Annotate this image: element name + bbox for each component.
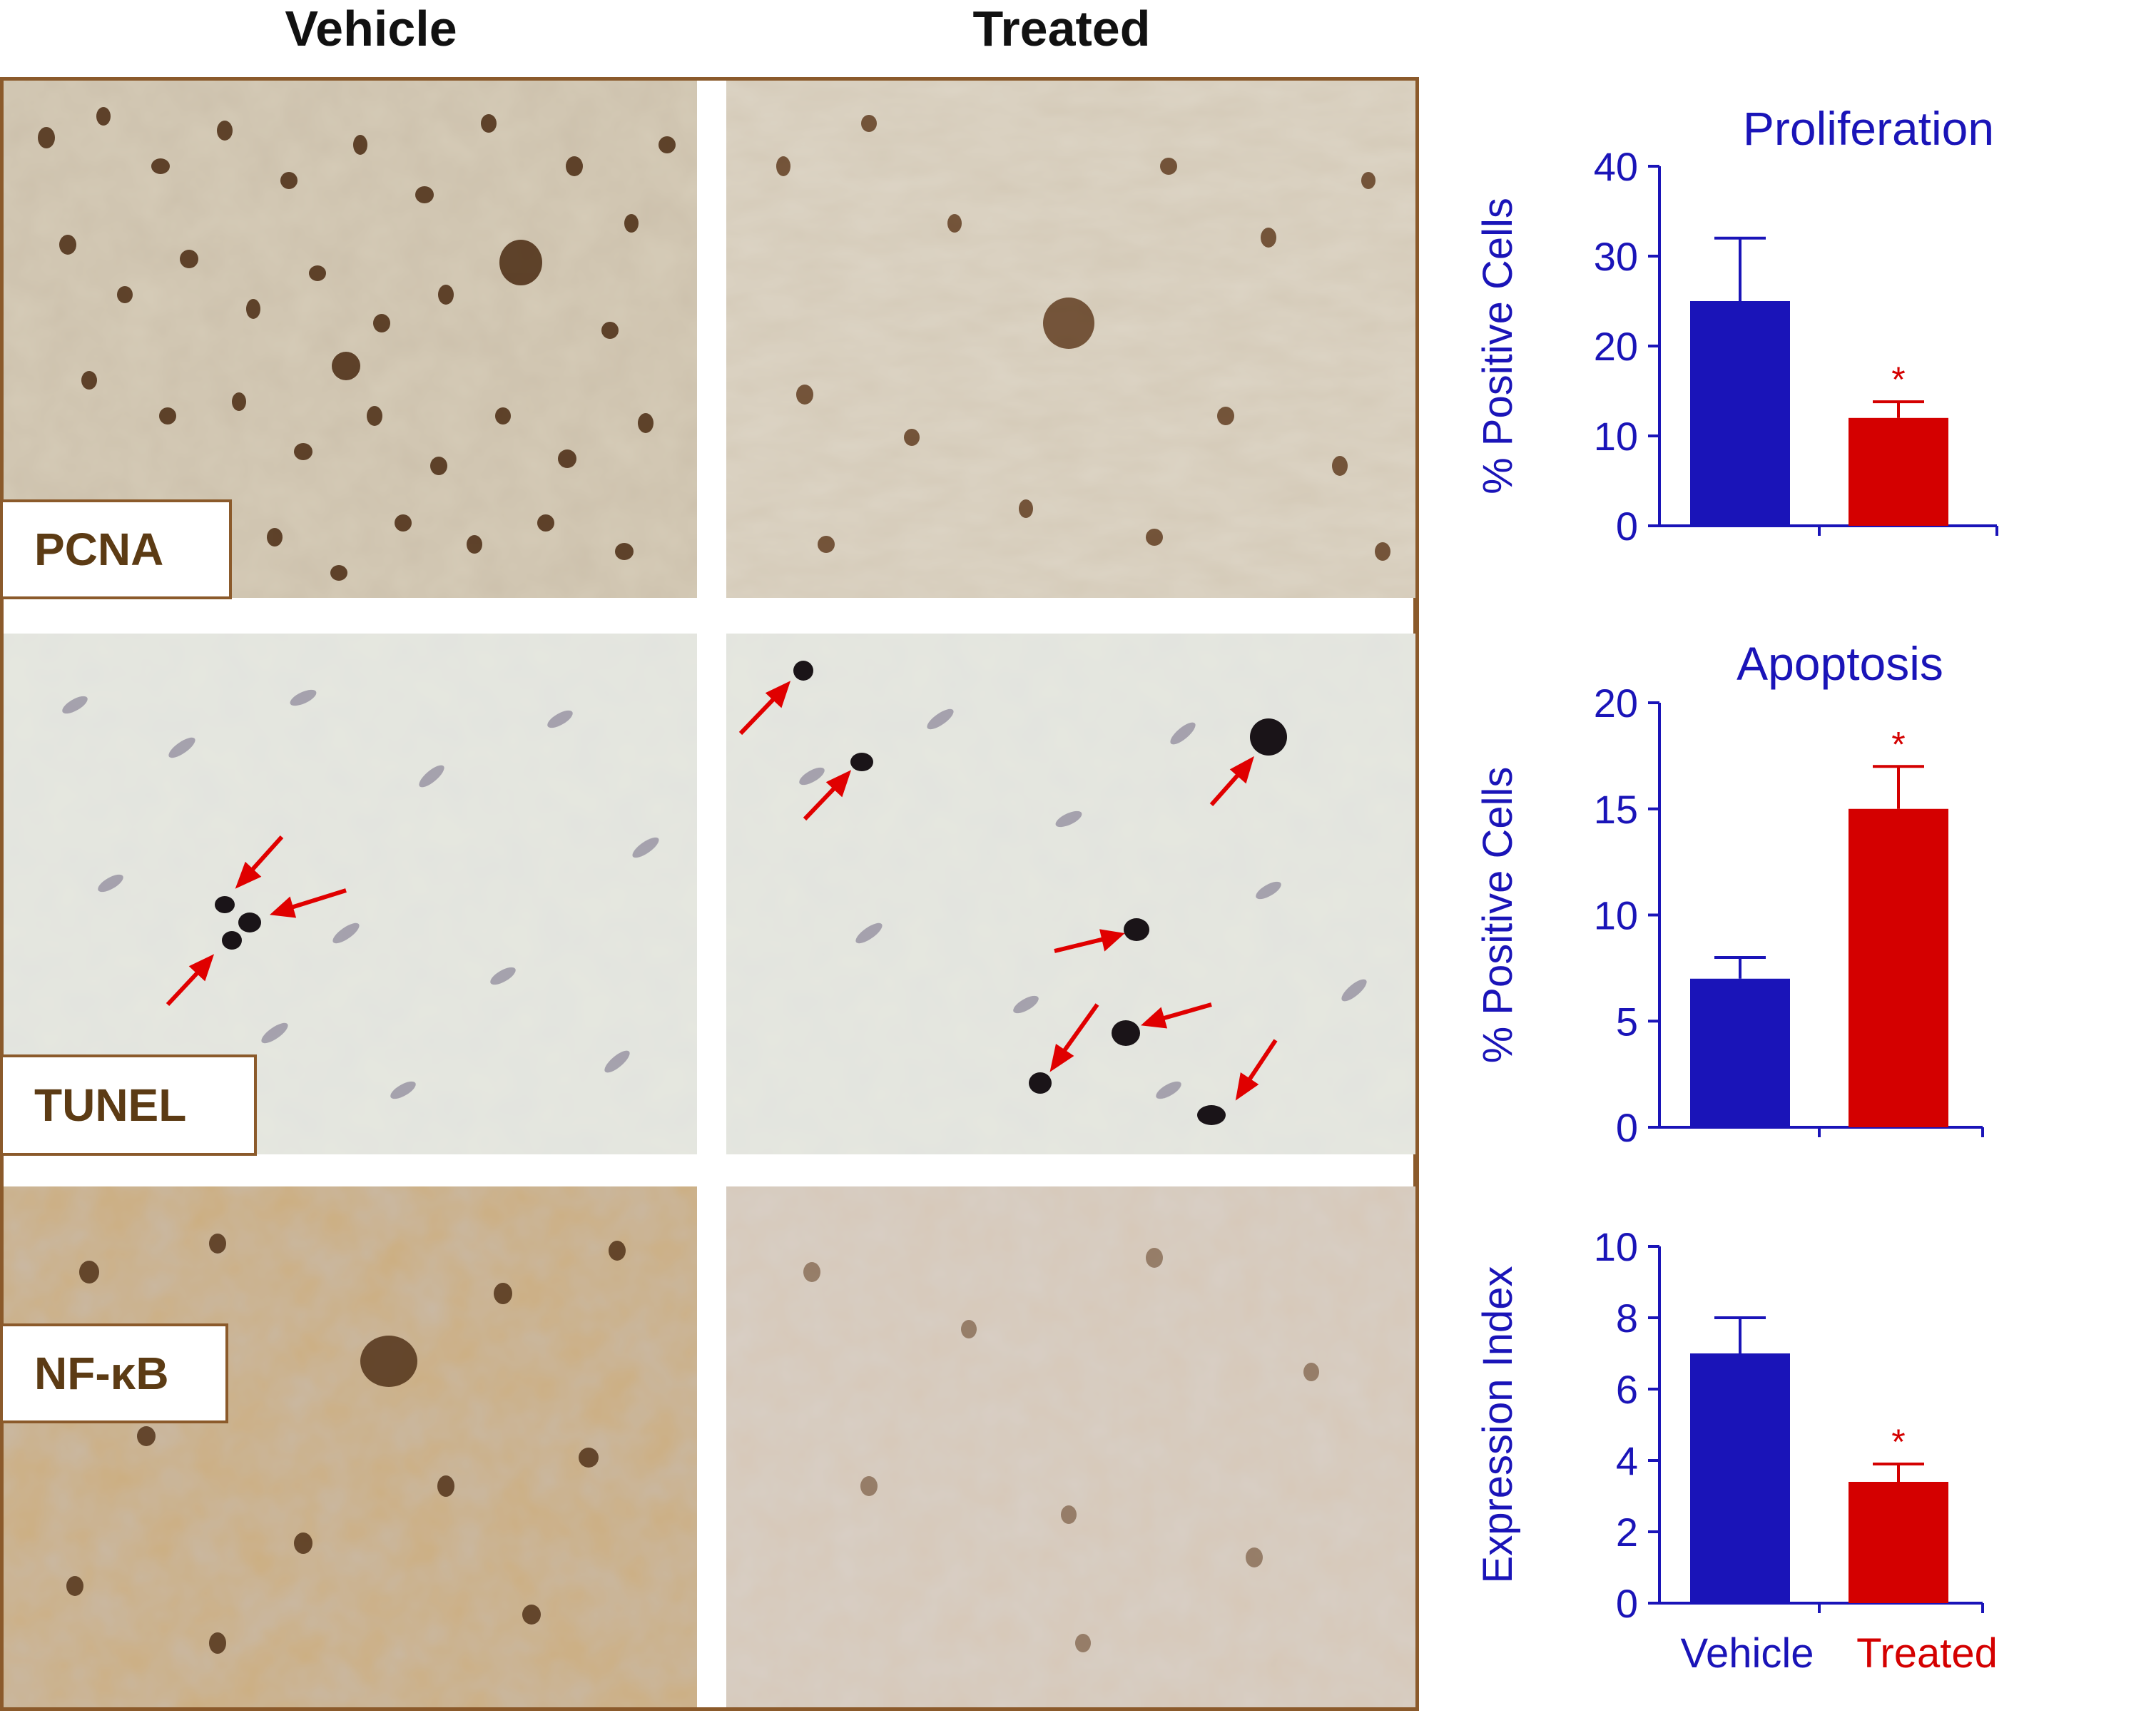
chart-1-significance-marker: * (1891, 360, 1905, 400)
chart-2-y-tick-label: 10 (1594, 893, 1638, 938)
tunel-vehicle-nuclei (62, 689, 659, 1099)
chart-3-y-tick-label: 6 (1616, 1367, 1638, 1412)
chart-2-y-tick-label: 15 (1594, 787, 1638, 832)
chart-3-y-tick-label: 0 (1616, 1581, 1638, 1626)
nfkb-treated-micrograph (726, 1186, 1415, 1707)
chart-3-category-label: Treated (1856, 1630, 1998, 1677)
tunel-treated-arrows (738, 681, 1278, 1101)
chart-3-bar-treated (1849, 1482, 1948, 1603)
chart-3-y-axis-label: Expression Index (1475, 1266, 1521, 1584)
chart-3-significance-marker: * (1891, 1422, 1905, 1462)
chart-2-title: Apoptosis (1737, 637, 1943, 690)
chart-1-bar-vehicle (1690, 301, 1790, 526)
chart-2-bar-vehicle (1690, 978, 1790, 1127)
treated-column-header: Treated (972, 1, 1151, 56)
chart-2-y-tick-label: 5 (1616, 999, 1638, 1044)
tunel-treated-apoptotic-cells (793, 661, 1287, 1125)
chart-1-y-tick-label: 0 (1616, 504, 1638, 549)
chart-2-y-tick-label: 20 (1594, 681, 1638, 726)
chart-1-y-tick-label: 20 (1594, 324, 1638, 369)
tunel-stain-label: TUNEL (0, 1054, 257, 1156)
pcna-stain-label: PCNA (0, 499, 232, 599)
pcna-treated-micrograph (726, 81, 1415, 598)
chart-1-title: Proliferation (1743, 102, 1994, 155)
chart-2-y-tick-label: 0 (1616, 1105, 1638, 1150)
nfkb-vehicle-micrograph (4, 1186, 697, 1707)
tunel-treated-micrograph (726, 634, 1415, 1154)
chart-3-y-tick-label: 2 (1616, 1510, 1638, 1555)
chart-2-y-axis-label: % Positive Cells (1475, 767, 1521, 1064)
tunel-vehicle-tissue (4, 634, 697, 1154)
chart-1-y-tick-label: 10 (1594, 414, 1638, 459)
tunel-treated-nuclei (799, 708, 1367, 1099)
chart-1-y-axis-label: % Positive Cells (1475, 198, 1521, 494)
chart-1-y-tick-label: 30 (1594, 234, 1638, 279)
chart-3-y-tick-label: 4 (1616, 1438, 1638, 1483)
chart-3-bar-vehicle (1690, 1353, 1790, 1603)
chart-3-y-tick-label: 8 (1616, 1296, 1638, 1341)
nfkb-vehicle-nuclei (66, 1234, 626, 1654)
chart-1-y-tick-label: 40 (1594, 144, 1638, 189)
nfkb-treated-nuclei (803, 1248, 1319, 1652)
chart-2-bar-treated (1849, 808, 1948, 1127)
pcna-treated-tissue (726, 81, 1415, 598)
tunel-vehicle-arrows (166, 835, 347, 1007)
tunel-vehicle-apoptotic-cells (215, 896, 261, 950)
tunel-treated-tissue (726, 634, 1415, 1154)
vehicle-column-header: Vehicle (285, 1, 457, 56)
pcna-treated-nuclei (776, 115, 1390, 561)
frame-divider (1415, 77, 1419, 1711)
nfkb-vehicle-tissue (4, 1186, 697, 1707)
nfkb-treated-tissue (726, 1186, 1415, 1707)
chart-1-bar-treated (1849, 417, 1948, 526)
chart-2-significance-marker: * (1891, 724, 1905, 764)
pcna-vehicle-nuclei (38, 107, 676, 581)
nfkb-stain-label: NF-κB (0, 1323, 228, 1423)
tunel-vehicle-micrograph (4, 634, 697, 1154)
chart-3-category-label: Vehicle (1680, 1630, 1814, 1677)
chart-3-y-tick-label: 10 (1594, 1224, 1638, 1269)
